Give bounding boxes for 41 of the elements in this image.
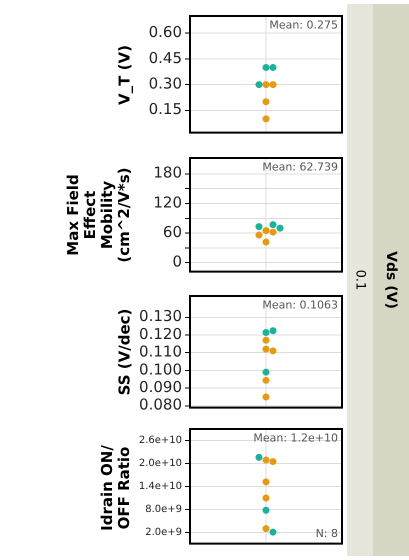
y-tick-label: 2.0e+9 [145, 527, 182, 538]
y-tick-label: 0.30 [148, 74, 182, 92]
y-tick-label: 0 [172, 252, 182, 271]
y-tick-label: 0.15 [148, 100, 182, 118]
y-tick-label: 2.0e+10 [138, 458, 182, 470]
y-tick-label: 0.100 [139, 360, 182, 378]
point [262, 494, 270, 502]
y-tick-label: 120 [153, 193, 182, 212]
y-tick-label: 0.090 [139, 378, 182, 396]
point [262, 478, 270, 486]
annotation: Mean: 1.2e+10 [253, 431, 338, 444]
y-tick-label: 1.4e+10 [138, 481, 182, 492]
point [262, 328, 270, 336]
y-tick-label: 2.6e+10 [138, 435, 182, 446]
text: Vds (V) [383, 251, 399, 309]
y-tick-label: 0.080 [139, 396, 182, 414]
point [262, 336, 270, 344]
point [262, 506, 270, 514]
point [262, 368, 270, 376]
annotation: Mean: 0.275 [269, 18, 338, 32]
y-tick-label: 0.45 [148, 48, 182, 67]
annotation: Mean: 62.739 [262, 160, 338, 174]
text: 0.1 [352, 270, 368, 290]
y-axis-title: V_T (V) [115, 44, 133, 107]
point [262, 346, 270, 353]
y-axis-title: Idrain ON/ OFF Ratio [98, 444, 133, 533]
y-tick-label: 180 [153, 164, 182, 182]
y-tick-label: 0.130 [139, 307, 182, 326]
y-tick-label: 0.60 [148, 23, 182, 42]
y-tick-label: 8.0e+9 [145, 504, 182, 516]
annotation: Mean: 0.1063 [262, 298, 338, 312]
annotation: N: 8 [316, 526, 338, 540]
point [262, 393, 270, 400]
y-axis-title: SS (V/dec) [115, 308, 133, 398]
point [262, 456, 270, 464]
y-tick-label: 60 [162, 222, 182, 241]
y-tick-label: 0.110 [139, 342, 182, 361]
point [262, 525, 270, 532]
point [262, 376, 270, 384]
y-tick-label: 0.120 [139, 324, 182, 343]
y-axis-title: Max Field Effect Mobility (cm^2/V*s) [64, 166, 133, 265]
